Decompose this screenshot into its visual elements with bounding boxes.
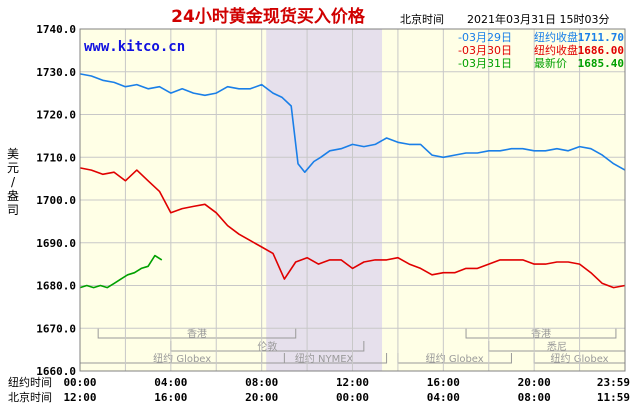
x-tick-label: 20:00: [245, 391, 278, 404]
session-bracket: [465, 328, 617, 339]
series-line-03月31日: [79, 254, 163, 289]
y-tick-label: 1680.0: [36, 280, 76, 293]
legend-key: -03月29日: [458, 31, 512, 44]
x-tick-label: 08:00: [245, 376, 278, 389]
x-tick-label: 00:00: [336, 391, 369, 404]
y-unit-char: 盎: [7, 189, 19, 203]
legend-value: 1685.40: [578, 57, 624, 70]
x-tick-label: 08:00: [518, 391, 551, 404]
chart-title: 24小时黄金现货买入价格: [171, 6, 366, 27]
y-tick-label: 1690.0: [36, 237, 76, 250]
y-tick-label: 1740.0: [36, 23, 76, 36]
legend-key: -03月31日: [458, 57, 512, 70]
x-tick-label: 23:59: [597, 376, 630, 389]
session-label: 香港: [531, 328, 551, 340]
legend-label: 纽约收盘: [534, 30, 578, 44]
price-series: [79, 73, 626, 289]
x-tick-label: 00:00: [63, 376, 96, 389]
legend-item: -03月31日 最新价 1685.40: [458, 56, 624, 70]
session-label: 纽约 NYMEX: [295, 352, 354, 365]
legend-value: 1711.70: [578, 31, 624, 44]
y-tick-label: 1730.0: [36, 66, 76, 79]
x-tick-label: 20:00: [518, 376, 551, 389]
legend-label: 纽约收盘: [534, 43, 578, 57]
x-tick-label: 16:00: [427, 376, 460, 389]
series-line-03月30日: [79, 167, 626, 289]
y-tick-label: 1670.0: [36, 322, 76, 335]
timezone-label: 北京时间: [400, 12, 444, 26]
session-label: 香港: [187, 328, 207, 340]
session-band: 香港: [465, 328, 617, 340]
y-tick-label: 1720.0: [36, 109, 76, 122]
x-axis-row-label: 纽约时间: [8, 375, 52, 389]
x-tick-label: 16:00: [154, 391, 187, 404]
session-label: 伦敦: [257, 340, 277, 353]
y-tick-label: 1700.0: [36, 194, 76, 207]
x-tick-label: 04:00: [427, 391, 460, 404]
session-label: 悉尼: [547, 341, 567, 353]
legend-value: 1686.00: [578, 44, 624, 57]
plot-frame: [79, 28, 626, 372]
legend-key: -03月30日: [458, 44, 512, 57]
session-band: 香港: [97, 328, 297, 340]
x-axis-row-label: 北京时间: [8, 390, 52, 404]
x-tick-label: 04:00: [154, 376, 187, 389]
x-tick-label: 12:00: [63, 391, 96, 404]
y-tick-label: 1660.0: [36, 365, 76, 378]
legend-item: -03月29日 纽约收盘 1711.70: [458, 30, 624, 44]
y-unit-label: 美元/盎司: [7, 147, 19, 217]
timestamp: 2021年03月31日 15时03分: [467, 12, 609, 26]
y-unit-char: /: [11, 175, 16, 189]
brand-link[interactable]: www.kitco.cn: [84, 39, 185, 55]
y-unit-char: 元: [7, 161, 19, 175]
legend-item: -03月30日 纽约收盘 1686.00: [458, 43, 624, 57]
x-axis-rows: 纽约时间 00:00 04:00 08:00 12:00 16:00 20:00 23:59 北…: [8, 375, 630, 404]
series-line-03月29日: [79, 73, 626, 173]
y-axis-ticks: 1660.0 1670.0 1680.0 1690.0 1700.0 1710.0 1720…: [36, 23, 76, 378]
legend: -03月29日 纽约收盘 1711.70-03月30日 纽约收盘 1686.00-03月…: [458, 30, 624, 70]
x-tick-label: 12:00: [336, 376, 369, 389]
y-unit-char: 美: [7, 147, 19, 161]
session-bracket: [97, 328, 297, 339]
y-unit-char: 司: [7, 203, 19, 217]
session-label: 纽约 Globex: [153, 352, 211, 365]
y-tick-label: 1710.0: [36, 151, 76, 164]
x-tick-label: 11:59: [597, 391, 630, 404]
legend-label: 最新价: [534, 56, 567, 70]
session-label: 纽约 Globex: [426, 352, 484, 365]
